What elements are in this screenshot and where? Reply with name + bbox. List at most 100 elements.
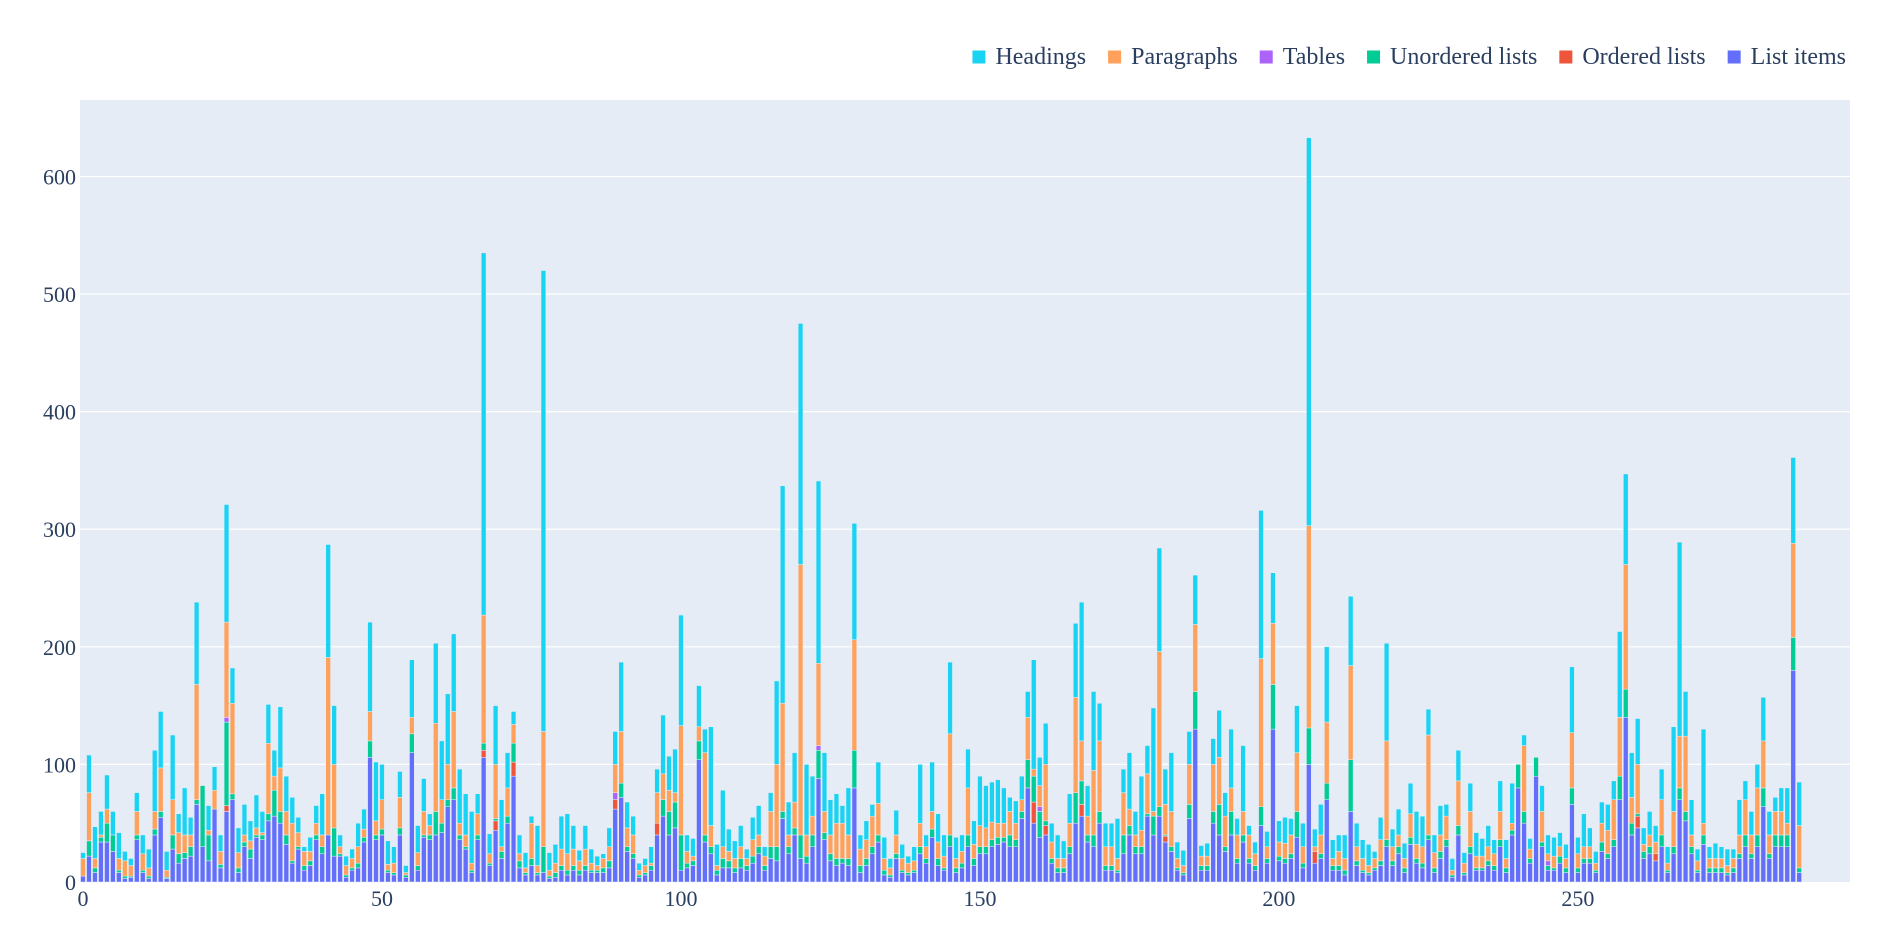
bar-segment-headings	[1509, 782, 1515, 824]
bar-segment-paragraphs	[1587, 846, 1593, 859]
bar-segment-list-items	[92, 872, 98, 883]
bar-segment-list-items	[451, 799, 457, 883]
bar-segment-ordered-lists	[1031, 801, 1037, 824]
bar-segment-unordered-lists	[1706, 867, 1713, 873]
bars	[80, 137, 1802, 883]
bar-segment-list-items	[104, 841, 110, 883]
bar-segment-list-items	[510, 775, 517, 883]
bar-segment-headings	[1120, 768, 1127, 793]
bar-segment-paragraphs	[140, 853, 146, 871]
bar-segment-paragraphs	[313, 822, 319, 836]
bar-segment-paragraphs	[1330, 858, 1336, 866]
bar-segment-list-items	[146, 878, 152, 883]
bar-segment-headings	[373, 761, 379, 822]
bar-segment-list-items	[1653, 860, 1659, 883]
bar-segment-paragraphs	[1623, 564, 1629, 690]
bar-segment-list-items	[995, 844, 1001, 883]
bar-segment-list-items	[1712, 872, 1719, 883]
bar-segment-unordered-lists	[534, 872, 541, 876]
bar-segment-paragraphs	[92, 858, 98, 869]
x-tick-label: 50	[371, 886, 393, 911]
bar-segment-paragraphs	[1491, 853, 1497, 866]
bar-segment-list-items	[1330, 869, 1336, 883]
bar-segment-unordered-lists	[1037, 811, 1043, 838]
bar-segment-unordered-lists	[1389, 860, 1396, 866]
bar-segment-list-items	[98, 841, 104, 883]
bar-segment-headings	[116, 832, 122, 859]
bar-segment-headings	[1479, 838, 1485, 857]
bar-segment-headings	[1318, 804, 1324, 836]
bar-segment-unordered-lists	[774, 846, 780, 862]
y-tick-label: 100	[43, 752, 76, 777]
bar-segment-unordered-lists	[217, 864, 224, 869]
bar-segment-tables	[223, 717, 230, 723]
bar-segment-unordered-lists	[182, 852, 188, 859]
bar-segment-paragraphs	[247, 840, 254, 850]
bar-segment-paragraphs	[570, 848, 576, 866]
bar-segment-paragraphs	[851, 639, 858, 751]
bar-segment-paragraphs	[1557, 846, 1563, 857]
bar-segment-list-items	[863, 865, 869, 883]
bar-segment-paragraphs	[307, 851, 313, 862]
bar-segment-headings	[331, 705, 337, 765]
bar-segment-headings	[283, 775, 289, 812]
bar-segment-list-items	[403, 877, 409, 883]
bar-segment-headings	[1539, 785, 1545, 812]
bar-segment-paragraphs	[319, 834, 325, 847]
bar-segment-list-items	[827, 860, 834, 883]
bar-segment-paragraphs	[1078, 740, 1085, 782]
bar-segment-unordered-lists	[732, 867, 738, 873]
bar-segment-headings	[1192, 574, 1198, 625]
bar-segment-headings	[558, 815, 565, 850]
bar-segment-paragraphs	[1742, 799, 1748, 836]
bar-segment-list-items	[205, 860, 212, 883]
bar-segment-unordered-lists	[1377, 860, 1384, 866]
bar-segment-paragraphs	[355, 846, 361, 864]
bar-segment-unordered-lists	[1503, 867, 1509, 873]
bar-segment-headings	[1377, 817, 1384, 840]
bar-segment-list-items	[1772, 846, 1778, 883]
bar-segment-headings	[576, 850, 582, 862]
bar-segment-paragraphs	[612, 764, 618, 793]
bar-segment-paragraphs	[469, 862, 475, 871]
bar-segment-paragraphs	[899, 858, 905, 871]
bar-segment-unordered-lists	[1431, 867, 1438, 873]
bar-segment-list-items	[714, 874, 720, 883]
legend-swatch-tables	[1259, 50, 1273, 64]
bar-segment-headings	[1234, 818, 1240, 836]
bar-segment-headings	[355, 822, 361, 847]
bar-segment-list-items	[582, 869, 588, 883]
bar-segment-paragraphs	[995, 822, 1001, 838]
bar-segment-paragraphs	[744, 858, 750, 866]
bar-segment-list-items	[1162, 841, 1168, 883]
bar-segment-unordered-lists	[1599, 841, 1605, 852]
bar-segment-headings	[1198, 845, 1204, 857]
bar-segment-unordered-lists	[1270, 684, 1276, 730]
bar-segment-list-items	[917, 853, 923, 883]
bar-segment-unordered-lists	[510, 742, 517, 763]
bar-segment-paragraphs	[1659, 799, 1665, 836]
bar-segment-list-items	[1365, 874, 1372, 883]
bar-segment-headings	[1718, 846, 1725, 859]
bar-segment-list-items	[170, 848, 176, 883]
bar-segment-paragraphs	[959, 851, 965, 864]
bar-segment-headings	[821, 752, 828, 812]
bar-segment-headings	[1401, 842, 1408, 859]
bar-segment-headings	[1796, 781, 1802, 826]
bar-segment-list-items	[1198, 869, 1204, 883]
bar-segment-paragraphs	[463, 834, 469, 847]
bar-segment-unordered-lists	[1120, 834, 1127, 855]
bar-segment-unordered-lists	[1108, 865, 1115, 871]
bar-segment-paragraphs	[1084, 815, 1091, 836]
bar-segment-paragraphs	[881, 858, 887, 871]
bar-segment-unordered-lists	[809, 834, 816, 847]
bar-segment-unordered-lists	[1240, 834, 1246, 843]
bar-segment-unordered-lists	[1204, 865, 1210, 871]
bar-segment-headings	[229, 667, 236, 704]
bar-segment-headings	[492, 705, 499, 765]
bar-segment-headings	[379, 764, 385, 800]
bar-segment-headings	[779, 485, 786, 704]
bar-segment-unordered-lists	[564, 869, 570, 876]
bar-segment-headings	[1700, 728, 1707, 824]
bar-segment-list-items	[1001, 841, 1007, 883]
